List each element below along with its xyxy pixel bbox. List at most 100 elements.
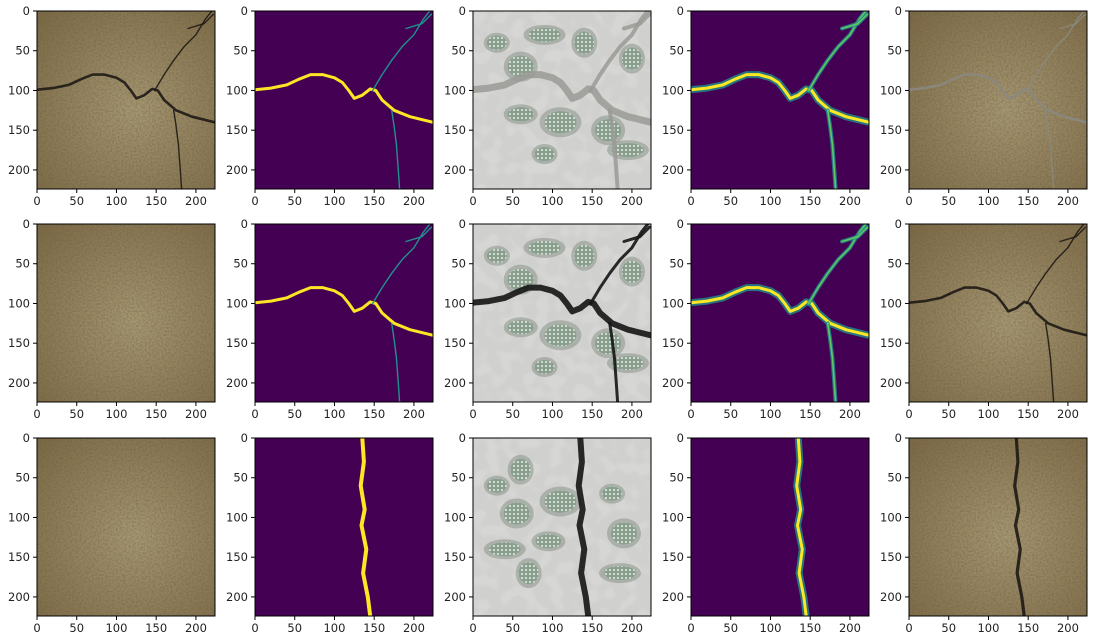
y-tick-label: 150 (880, 336, 902, 350)
y-tick-label: 50 (451, 44, 466, 58)
x-tick-label: 50 (505, 621, 520, 635)
x-tick-label: 100 (105, 407, 127, 421)
x-tick-label: 0 (905, 407, 912, 421)
x-tick-label: 50 (723, 194, 738, 208)
x-tick-label: 100 (105, 621, 127, 635)
x-tick-label: 100 (977, 194, 999, 208)
y-tick-label: 0 (895, 431, 902, 445)
y-tick-label: 100 (444, 83, 466, 97)
y-tick-label: 50 (15, 257, 30, 271)
x-tick-label: 200 (185, 194, 207, 208)
x-tick-label: 100 (105, 194, 127, 208)
y-tick-label: 50 (233, 44, 248, 58)
panel-r1-c2-binary-mask: 0 50 100 150 200 0 50 100 150 200 (226, 4, 434, 208)
x-tick-label: 0 (687, 407, 694, 421)
y-tick-label: 200 (662, 590, 684, 604)
y-tick-label: 150 (662, 550, 684, 564)
panel-r1-c4-heatmap-prediction: 0 50 100 150 200 0 50 100 150 200 (662, 4, 870, 208)
panel-r2-c3-gray-feature: 0 50 100 150 200 0 50 100 150 200 (444, 217, 652, 421)
x-tick-label: 0 (251, 407, 258, 421)
axes-frame (36, 10, 216, 190)
axes-frame (472, 223, 652, 403)
y-tick-label: 200 (226, 590, 248, 604)
y-tick-label: 50 (233, 257, 248, 271)
x-tick-label: 200 (185, 407, 207, 421)
x-tick-label: 150 (581, 407, 603, 421)
x-tick-label: 150 (145, 621, 167, 635)
y-tick-label: 0 (241, 4, 248, 18)
x-tick-label: 0 (905, 621, 912, 635)
y-tick-label: 200 (8, 590, 30, 604)
panel-r2-c4-heatmap-prediction: 0 50 100 150 200 0 50 100 150 200 (662, 217, 870, 421)
y-tick-label: 200 (880, 163, 902, 177)
y-tick-label: 200 (226, 163, 248, 177)
y-tick-label: 0 (895, 4, 902, 18)
x-tick-label: 0 (469, 407, 476, 421)
y-tick-label: 100 (662, 83, 684, 97)
x-tick-label: 0 (687, 194, 694, 208)
y-tick-label: 100 (8, 83, 30, 97)
x-tick-label: 50 (287, 194, 302, 208)
panel-r2-c1-soil-input: 0 50 100 150 200 0 50 100 150 200 (8, 217, 216, 421)
y-tick-label: 0 (241, 217, 248, 231)
y-tick-label: 0 (677, 431, 684, 445)
y-tick-label: 100 (8, 296, 30, 310)
x-tick-label: 0 (469, 194, 476, 208)
x-tick-label: 150 (1017, 621, 1039, 635)
axes-frame (36, 223, 216, 403)
panel-r1-c1-soil-input: 0 50 100 150 200 0 50 100 150 200 (8, 4, 216, 208)
x-tick-label: 100 (541, 621, 563, 635)
y-tick-label: 150 (226, 336, 248, 350)
y-tick-label: 50 (451, 471, 466, 485)
x-tick-label: 50 (941, 407, 956, 421)
x-tick-label: 200 (621, 407, 643, 421)
y-tick-label: 0 (677, 4, 684, 18)
y-tick-label: 150 (880, 550, 902, 564)
x-tick-label: 50 (69, 194, 84, 208)
y-tick-label: 0 (895, 217, 902, 231)
x-tick-label: 200 (839, 407, 861, 421)
y-tick-label: 150 (8, 336, 30, 350)
x-tick-label: 100 (323, 621, 345, 635)
x-tick-label: 0 (33, 621, 40, 635)
panel-r3-c1-soil-input: 0 50 100 150 200 0 50 100 150 200 (8, 431, 216, 635)
axes-frame (36, 437, 216, 617)
x-tick-label: 50 (723, 621, 738, 635)
x-tick-label: 100 (759, 194, 781, 208)
y-tick-label: 50 (669, 257, 684, 271)
x-tick-label: 200 (839, 194, 861, 208)
x-tick-label: 50 (69, 621, 84, 635)
x-tick-label: 50 (69, 407, 84, 421)
y-tick-label: 100 (444, 296, 466, 310)
x-tick-label: 150 (581, 621, 603, 635)
axes-frame (690, 10, 870, 190)
y-tick-label: 200 (444, 590, 466, 604)
y-tick-label: 200 (8, 376, 30, 390)
y-tick-label: 100 (662, 296, 684, 310)
y-tick-label: 100 (880, 296, 902, 310)
y-tick-label: 50 (451, 257, 466, 271)
x-tick-label: 150 (799, 621, 821, 635)
y-tick-label: 150 (880, 123, 902, 137)
y-tick-label: 0 (459, 4, 466, 18)
x-tick-label: 50 (505, 194, 520, 208)
axes-frame (254, 223, 434, 403)
y-tick-label: 0 (459, 431, 466, 445)
y-tick-label: 50 (233, 471, 248, 485)
x-tick-label: 150 (363, 194, 385, 208)
y-tick-label: 100 (226, 83, 248, 97)
y-tick-label: 0 (23, 4, 30, 18)
x-tick-label: 100 (759, 621, 781, 635)
y-tick-label: 150 (444, 550, 466, 564)
y-tick-label: 50 (887, 44, 902, 58)
y-tick-label: 100 (226, 296, 248, 310)
x-tick-label: 100 (323, 194, 345, 208)
x-tick-label: 100 (977, 407, 999, 421)
x-tick-label: 100 (977, 621, 999, 635)
y-tick-label: 100 (880, 83, 902, 97)
x-tick-label: 150 (799, 407, 821, 421)
y-tick-label: 100 (444, 510, 466, 524)
x-tick-label: 0 (905, 194, 912, 208)
y-tick-label: 100 (662, 510, 684, 524)
